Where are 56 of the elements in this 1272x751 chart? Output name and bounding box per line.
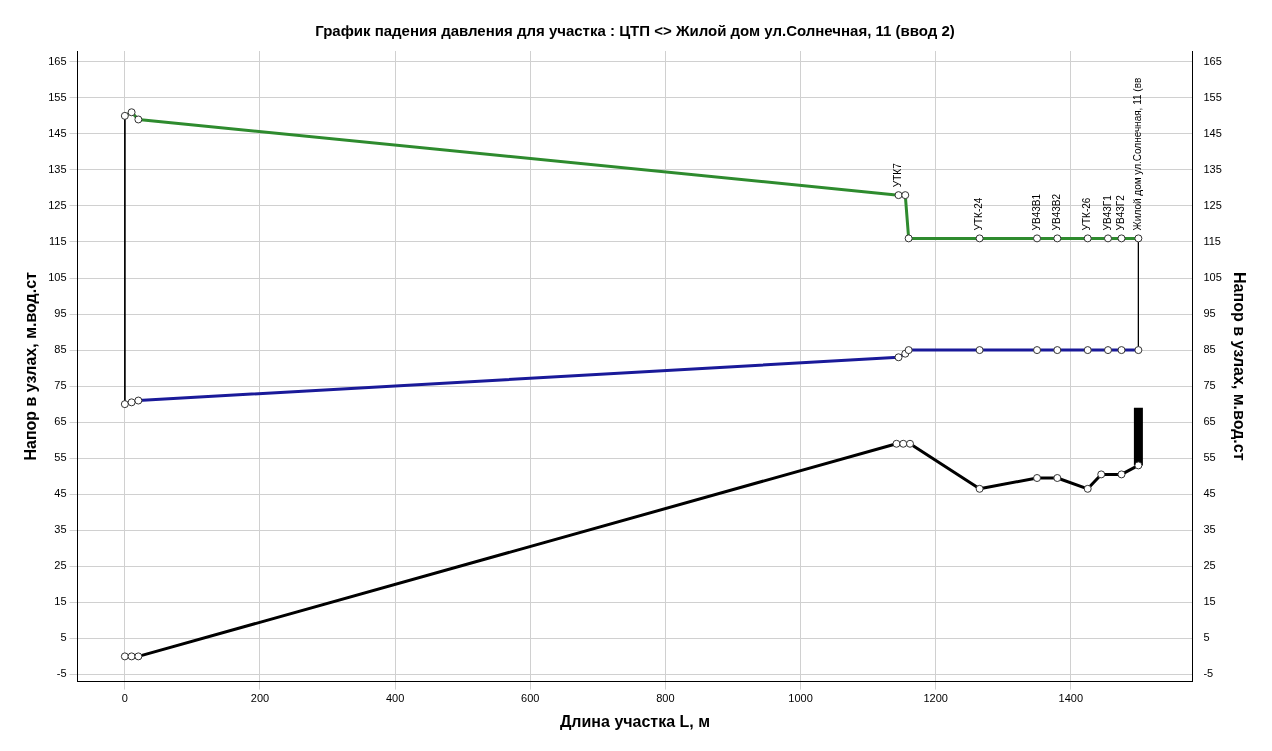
x-tick-label: 800	[656, 692, 675, 705]
y-tick-label: 45	[54, 487, 67, 500]
y-tick-label: 25	[54, 559, 67, 572]
y-tick-label: 95	[54, 307, 67, 320]
x-tick-label: 600	[521, 692, 540, 705]
y-tick-label: 105	[48, 271, 67, 284]
x-tick-label: 200	[250, 692, 270, 705]
x-tick-label: 1200	[923, 692, 948, 705]
y-tick-label: 75	[54, 379, 67, 392]
chart-title: График падения давления для участка : ЦТП <> Жилой дом ул.Солнечная, 11 (ввод 2)	[315, 22, 955, 40]
y-tick-label: 165	[48, 54, 67, 67]
y2-tick-label: 25	[1203, 559, 1216, 572]
y-tick-label: 135	[48, 162, 67, 175]
x-tick-label: 1000	[788, 692, 813, 705]
y2-tick-label: 45	[1203, 487, 1216, 500]
y2-tick-label: 75	[1203, 379, 1216, 392]
y-tick-label: 65	[54, 415, 67, 428]
y2-tick-label: 105	[1203, 271, 1222, 284]
y2-tick-label: 155	[1203, 90, 1222, 103]
y-tick-label: -5	[56, 667, 67, 680]
y2-tick-label: 135	[1203, 162, 1222, 175]
y2-tick-label: 15	[1203, 595, 1216, 608]
y2-tick-label: 165	[1203, 54, 1222, 67]
annotation: УТК-26	[1081, 197, 1093, 231]
x-tick-label: 1400	[1058, 692, 1084, 705]
y2-tick-label: 125	[1203, 198, 1222, 211]
y-tick-label: 55	[54, 451, 67, 464]
y2-tick-label: 95	[1203, 307, 1216, 320]
y-tick-label: 115	[49, 235, 67, 248]
annotation: Жилой дом ул.Солнечная, 11 (вв	[1132, 77, 1144, 231]
annotation: УТК-24	[973, 197, 985, 231]
y2-axis-title: Напор в узлах, м.вод.ст	[1230, 272, 1248, 461]
y2-tick-label: 115	[1203, 235, 1221, 248]
y-tick-label: 155	[48, 90, 67, 103]
y2-tick-label: 145	[1203, 126, 1222, 139]
y2-tick-label: 65	[1203, 415, 1216, 428]
y-tick-label: 125	[48, 198, 67, 211]
y-tick-label: 145	[48, 126, 67, 139]
y-tick-label: 35	[54, 523, 67, 536]
y-tick-label: 85	[54, 343, 67, 356]
x-tick-label: 400	[385, 692, 405, 705]
annotation: УВ43Г2	[1115, 194, 1127, 231]
annotation: УВ43Г1	[1101, 194, 1113, 231]
y2-tick-label: 85	[1203, 343, 1216, 356]
x-axis-title: Длина участка L, м	[559, 712, 711, 730]
x-tick-label: 0	[121, 692, 128, 705]
y2-tick-label: 35	[1203, 523, 1216, 536]
y-tick-label: 5	[60, 631, 67, 644]
y2-tick-label: 55	[1203, 451, 1216, 464]
y-axis-title: Напор в узлах, м.вод.ст	[22, 271, 40, 461]
annotation: УВ43В1	[1030, 193, 1042, 231]
annotation: УТК7	[892, 162, 904, 188]
annotation: УВ43В2	[1051, 193, 1063, 231]
y2-tick-label: -5	[1203, 667, 1214, 680]
y2-tick-label: 5	[1203, 631, 1210, 644]
y-tick-label: 15	[54, 595, 67, 608]
